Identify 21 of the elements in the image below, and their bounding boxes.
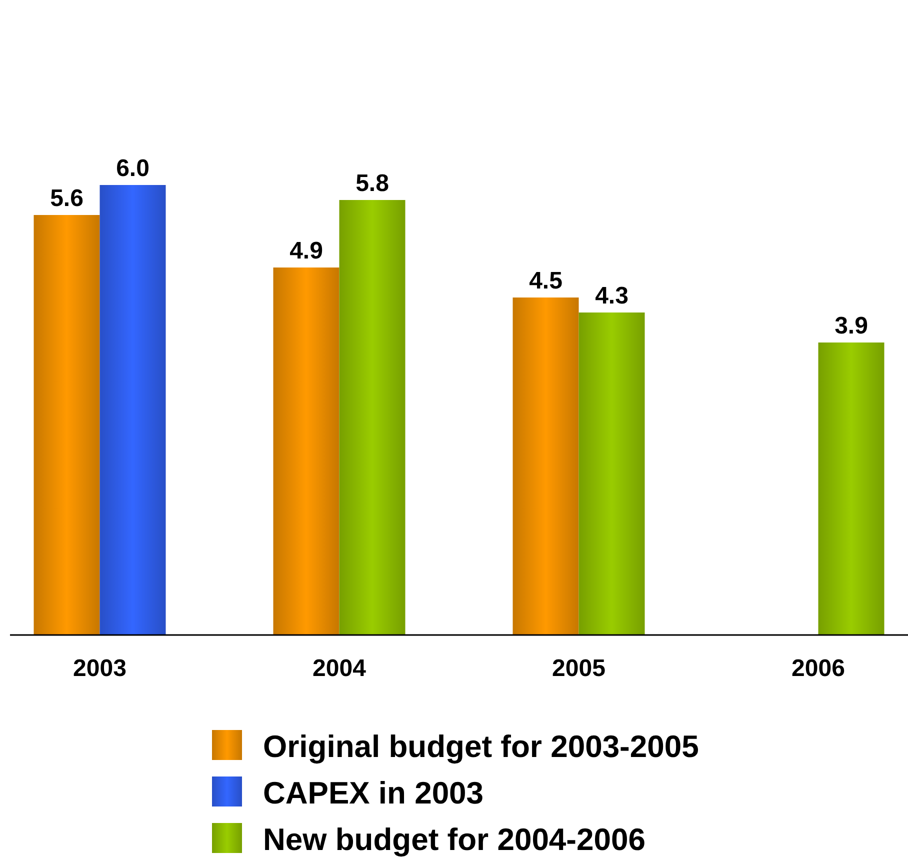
x-tick-label: 2005 [552,655,606,682]
x-tick-label: 2003 [73,655,126,682]
legend-label: New budget for 2004-2006 [263,822,646,857]
data-label: 6.0 [116,155,150,182]
data-label: 3.9 [834,312,868,340]
bar [273,268,340,635]
bar [512,298,579,635]
bar [100,185,166,635]
x-tick-label: 2006 [792,655,845,682]
data-label: 4.9 [290,238,323,264]
data-label: 5.8 [356,170,389,197]
bar [34,215,100,635]
bar [339,200,406,635]
legend-label: CAPEX in 2003 [263,776,484,810]
bar [578,312,645,635]
data-label: 4.5 [529,268,562,294]
x-tick-label: 2004 [312,655,367,682]
data-label: 4.3 [595,282,628,310]
bar [818,342,884,635]
legend-label: Original budget for 2003-2005 [263,729,699,764]
data-label: 5.6 [50,185,84,212]
